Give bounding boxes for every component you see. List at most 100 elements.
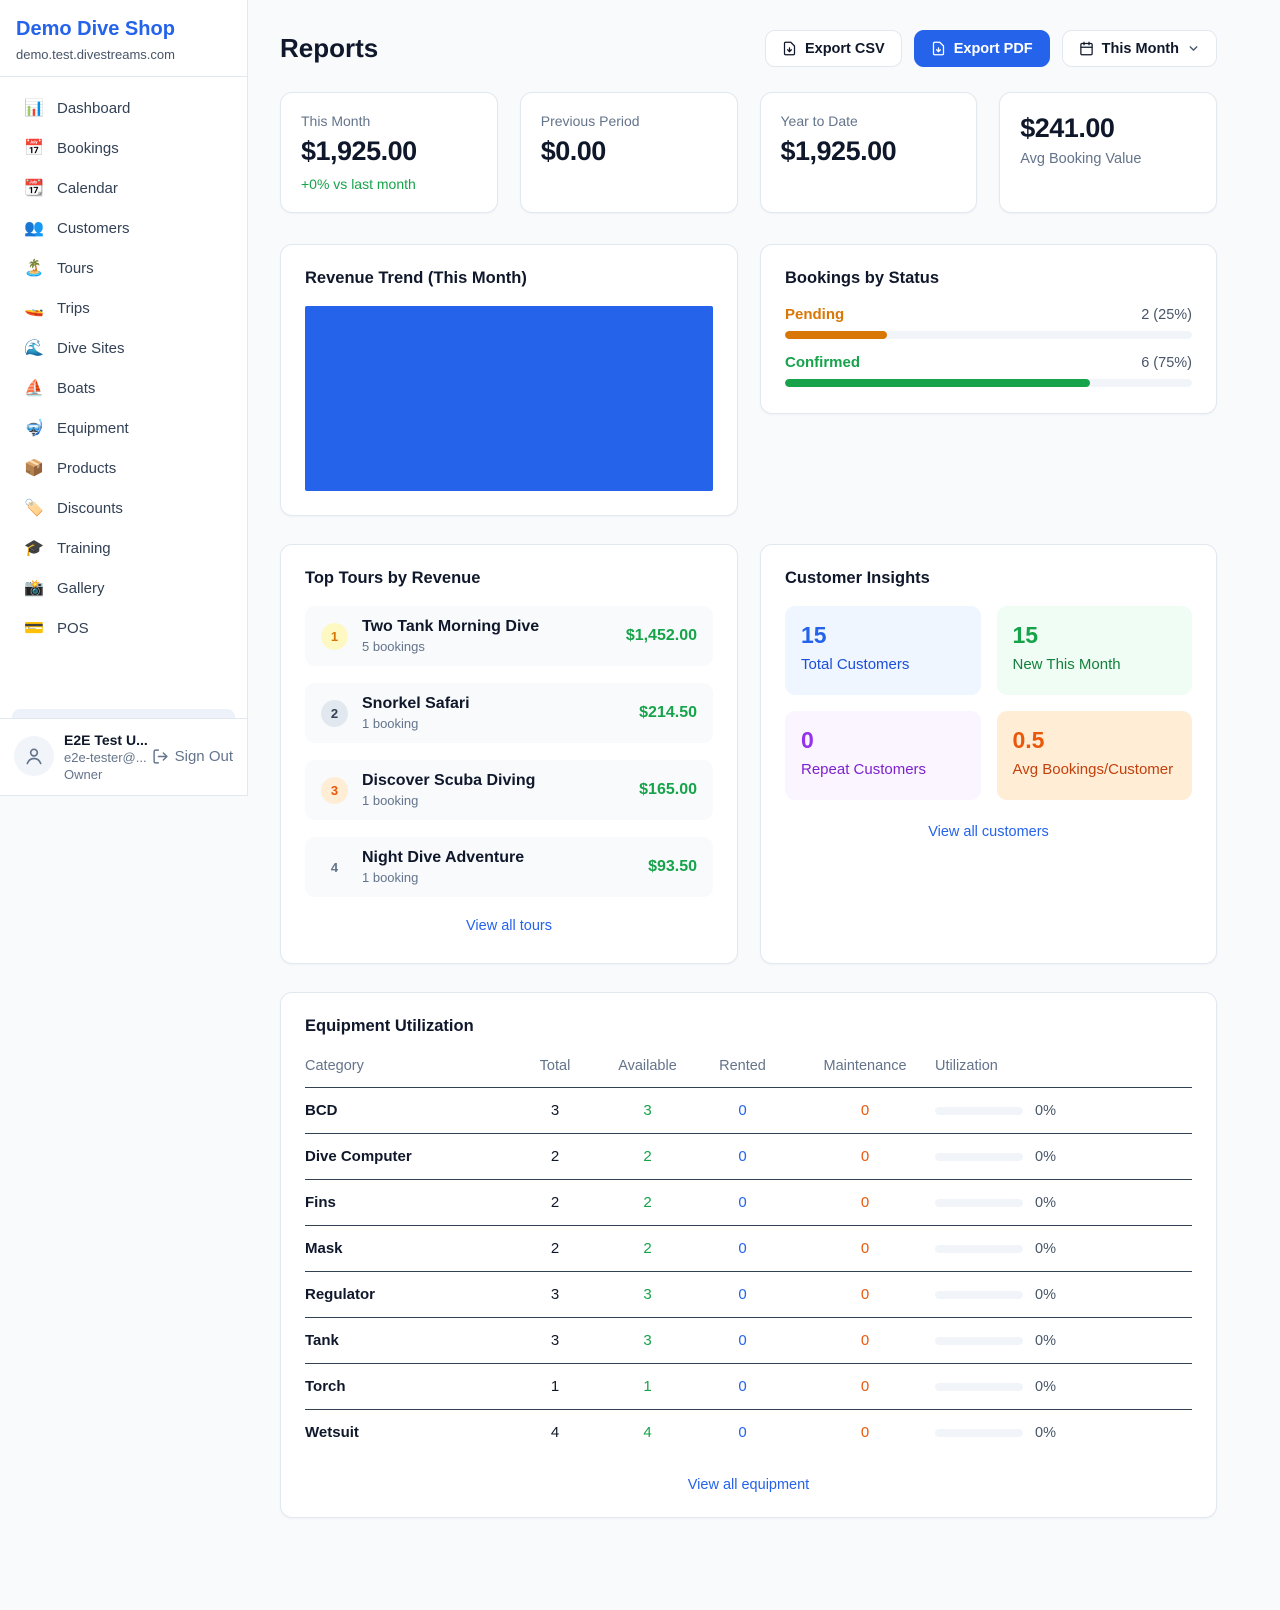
tour-name: Two Tank Morning Dive <box>362 618 540 635</box>
equipment-category: Tank <box>305 1317 505 1364</box>
column-header-total: Total <box>505 1050 605 1088</box>
table-row: BCD 3 3 0 0 0% <box>305 1087 1192 1134</box>
view-all-equipment-link[interactable]: View all equipment <box>687 1477 810 1493</box>
tour-name: Night Dive Adventure <box>362 849 525 866</box>
export-csv-label: Export CSV <box>804 40 885 57</box>
sidebar-item-label: Calendar <box>57 179 118 197</box>
revenue-trend-chart <box>305 306 713 491</box>
credit-card-icon: 💳 <box>24 620 44 637</box>
equipment-maintenance: 0 <box>795 1363 935 1410</box>
camera-icon: 📸 <box>24 580 44 597</box>
period-dropdown[interactable]: This Month <box>1061 30 1217 67</box>
utilization-bar-track <box>935 1152 1023 1161</box>
sign-out-button[interactable]: Sign Out <box>152 748 233 765</box>
island-icon: 🏝️ <box>24 260 44 277</box>
main-content: Reports Export CSV Export PDF <box>248 0 1217 1558</box>
sidebar-item-products[interactable]: 📦 Products <box>12 449 235 487</box>
sidebar-item-tours[interactable]: 🏝️ Tours <box>12 249 235 287</box>
speedboat-icon: 🚤 <box>24 300 44 317</box>
sidebar-item-dive-sites[interactable]: 🌊 Dive Sites <box>12 329 235 367</box>
nav-active-item-peek[interactable] <box>12 709 235 718</box>
column-header-maintenance: Maintenance <box>795 1050 935 1088</box>
sidebar-item-label: Gallery <box>57 579 105 597</box>
equipment-utilization: 0% <box>935 1271 1192 1318</box>
sidebar-item-boats[interactable]: ⛵ Boats <box>12 369 235 407</box>
export-csv-button[interactable]: Export CSV <box>764 30 902 67</box>
stat-card-previous-period: Previous Period $0.00 <box>519 92 738 213</box>
equipment-category: Torch <box>305 1363 505 1410</box>
tour-list-item[interactable]: 1 Two Tank Morning Dive 5 bookings $1,452.0… <box>305 606 713 666</box>
user-name: E2E Test U... <box>64 732 148 748</box>
calendar-date-icon: 📅 <box>24 140 44 157</box>
status-bar-fill <box>785 379 1091 387</box>
utilization-percent: 0% <box>1035 1332 1056 1349</box>
table-row: Fins 2 2 0 0 0% <box>305 1179 1192 1226</box>
status-count: 6 (75%) <box>1141 355 1192 371</box>
tour-revenue: $1,452.00 <box>625 627 697 644</box>
equipment-maintenance: 0 <box>795 1133 935 1180</box>
insight-value: 15 <box>1012 622 1039 648</box>
bar-chart-icon: 📊 <box>24 100 44 117</box>
status-bar-fill <box>785 331 887 339</box>
equipment-available: 1 <box>605 1363 690 1410</box>
sidebar-item-calendar[interactable]: 📆 Calendar <box>12 169 235 207</box>
sidebar-item-label: Products <box>57 459 117 477</box>
tour-bookings-count: 5 bookings <box>362 639 425 654</box>
rank-badge: 1 <box>321 622 348 650</box>
export-pdf-label: Export PDF <box>953 40 1033 57</box>
view-all-customers-link[interactable]: View all customers <box>928 824 1049 840</box>
tour-list-item[interactable]: 3 Discover Scuba Diving 1 booking $165.00 <box>305 760 713 820</box>
sidebar-item-equipment[interactable]: 🤿 Equipment <box>12 409 235 447</box>
utilization-bar-track <box>935 1198 1023 1207</box>
wave-icon: 🌊 <box>24 340 44 357</box>
sidebar-item-customers[interactable]: 👥 Customers <box>12 209 235 247</box>
sidebar-item-gallery[interactable]: 📸 Gallery <box>12 569 235 607</box>
tour-list-item[interactable]: 4 Night Dive Adventure 1 booking $93.50 <box>305 837 713 897</box>
insight-label: New This Month <box>1012 656 1121 673</box>
sidebar-item-label: POS <box>57 619 89 637</box>
equipment-total: 2 <box>505 1179 605 1226</box>
customer-insights-title: Customer Insights <box>785 569 930 587</box>
user-box: E2E Test U... e2e-tester@... Owner Sign … <box>0 718 247 795</box>
brand: Demo Dive Shop demo.test.divestreams.com <box>0 0 247 77</box>
equipment-rented: 0 <box>690 1133 795 1180</box>
sidebar-item-label: Discounts <box>57 499 123 517</box>
tour-bookings-count: 1 booking <box>362 870 419 885</box>
export-pdf-button[interactable]: Export PDF <box>913 30 1050 67</box>
insight-label: Total Customers <box>801 656 910 673</box>
status-row-pending: Pending 2 (25%) <box>785 306 1192 339</box>
sidebar-item-discounts[interactable]: 🏷️ Discounts <box>12 489 235 527</box>
utilization-percent: 0% <box>1035 1424 1056 1441</box>
sidebar-item-label: Dashboard <box>57 99 131 117</box>
stat-value: $1,925.00 <box>780 136 897 166</box>
sidebar-item-trips[interactable]: 🚤 Trips <box>12 289 235 327</box>
sidebar-item-training[interactable]: 🎓 Training <box>12 529 235 567</box>
file-download-icon <box>783 41 796 56</box>
sidebar-nav: 📊 Dashboard 📅 Bookings 📆 Calendar 👥 Customers 🏝️… <box>0 77 247 718</box>
table-row: Torch 1 1 0 0 0% <box>305 1363 1192 1410</box>
sidebar-item-pos[interactable]: 💳 POS <box>12 609 235 647</box>
status-count: 2 (25%) <box>1141 307 1192 323</box>
column-header-utilization: Utilization <box>935 1050 1192 1088</box>
view-all-tours-link[interactable]: View all tours <box>466 918 552 934</box>
equipment-available: 2 <box>605 1179 690 1226</box>
column-header-category: Category <box>305 1050 505 1088</box>
brand-name: Demo Dive Shop <box>16 18 175 40</box>
equipment-available: 3 <box>605 1271 690 1318</box>
tour-bookings-count: 1 booking <box>362 716 419 731</box>
graduation-cap-icon: 🎓 <box>24 540 44 557</box>
stat-card-this-month: This Month $1,925.00 +0% vs last month <box>280 92 498 213</box>
tour-revenue: $214.50 <box>639 704 697 721</box>
equipment-rented: 0 <box>690 1225 795 1272</box>
sidebar-item-dashboard[interactable]: 📊 Dashboard <box>12 89 235 127</box>
tour-name: Discover Scuba Diving <box>362 772 536 789</box>
tour-list-item[interactable]: 2 Snorkel Safari 1 booking $214.50 <box>305 683 713 743</box>
customer-insights-panel: Customer Insights 15 Total Customers 15 New… <box>760 544 1217 964</box>
sidebar-item-label: Customers <box>57 219 130 237</box>
sidebar-item-bookings[interactable]: 📅 Bookings <box>12 129 235 167</box>
sign-out-label: Sign Out <box>174 748 233 765</box>
table-row: Wetsuit 4 4 0 0 0% <box>305 1410 1192 1456</box>
sidebar: Demo Dive Shop demo.test.divestreams.com… <box>0 0 248 796</box>
utilization-percent: 0% <box>1035 1378 1056 1395</box>
calendar-icon <box>1079 41 1093 56</box>
